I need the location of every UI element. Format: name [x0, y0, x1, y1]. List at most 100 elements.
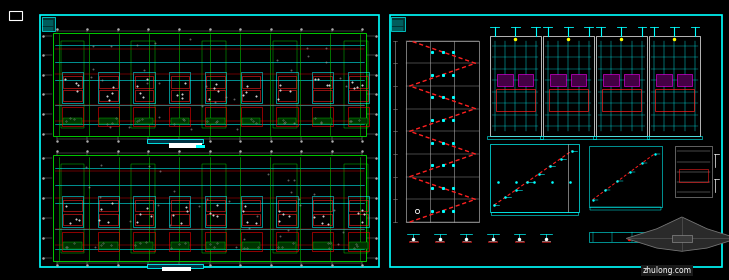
Bar	[206, 90, 225, 101]
Bar	[656, 74, 672, 86]
Bar	[348, 72, 369, 103]
Bar	[61, 164, 84, 253]
Bar	[276, 232, 297, 251]
Bar	[596, 36, 647, 136]
Bar	[135, 90, 153, 101]
Bar	[205, 196, 226, 227]
Bar	[487, 136, 543, 139]
Bar	[62, 72, 83, 103]
Bar	[655, 89, 694, 111]
Bar	[162, 267, 191, 271]
Bar	[278, 118, 296, 124]
Bar	[409, 241, 418, 242]
Bar	[205, 232, 226, 251]
Bar	[205, 72, 226, 103]
Bar	[171, 76, 189, 88]
Bar	[99, 242, 117, 249]
Bar	[590, 207, 660, 210]
Bar	[571, 74, 586, 86]
Bar	[196, 145, 205, 148]
Bar	[549, 89, 588, 111]
Bar	[273, 41, 297, 128]
Bar	[62, 232, 83, 251]
Bar	[649, 36, 700, 136]
Bar	[462, 241, 471, 242]
Bar	[133, 232, 155, 251]
Bar	[540, 136, 596, 139]
Bar	[242, 200, 260, 211]
Bar	[542, 36, 594, 136]
Bar	[515, 241, 523, 242]
Bar	[488, 241, 497, 242]
Bar	[348, 196, 369, 227]
Bar	[647, 136, 702, 139]
Bar	[205, 108, 226, 126]
Bar	[435, 241, 444, 242]
Bar	[349, 214, 367, 225]
Bar	[313, 90, 332, 101]
Bar	[276, 108, 297, 126]
Bar	[602, 89, 641, 111]
Bar	[348, 108, 369, 126]
Bar	[312, 72, 333, 103]
Bar	[242, 242, 260, 249]
Bar	[242, 90, 260, 101]
Bar	[133, 72, 155, 103]
Bar	[624, 74, 639, 86]
Bar	[276, 72, 297, 103]
Bar	[313, 76, 332, 88]
Bar	[98, 196, 119, 227]
Bar	[241, 108, 262, 126]
Polygon shape	[626, 217, 729, 251]
Bar	[40, 15, 379, 267]
Bar	[206, 214, 225, 225]
Bar	[135, 200, 153, 211]
Bar	[169, 196, 190, 227]
Bar	[349, 90, 367, 101]
Bar	[206, 118, 225, 124]
Bar	[206, 76, 225, 88]
Bar	[550, 74, 566, 86]
Bar	[99, 200, 117, 211]
Bar	[490, 144, 579, 212]
Bar	[278, 76, 296, 88]
Bar	[349, 242, 367, 249]
Bar	[171, 90, 189, 101]
Bar	[206, 200, 225, 211]
Bar	[593, 136, 650, 139]
Bar	[344, 41, 367, 128]
Bar	[313, 200, 332, 211]
Bar	[169, 143, 202, 148]
Bar	[206, 242, 225, 249]
Bar	[313, 118, 332, 124]
Bar	[202, 41, 226, 128]
Bar	[241, 72, 262, 103]
Bar	[98, 108, 119, 126]
Bar	[147, 139, 203, 143]
Bar	[42, 17, 55, 31]
Bar	[171, 242, 189, 249]
Bar	[677, 74, 693, 86]
Bar	[99, 214, 117, 225]
Bar	[604, 74, 619, 86]
Bar	[313, 214, 332, 225]
Bar	[9, 11, 22, 20]
Bar	[169, 72, 190, 103]
Bar	[241, 196, 262, 227]
Bar	[131, 164, 155, 253]
Bar	[312, 196, 333, 227]
Bar	[675, 146, 712, 197]
Text: zhulong.com: zhulong.com	[642, 266, 692, 275]
Bar	[147, 264, 203, 268]
Bar	[276, 196, 297, 227]
Bar	[135, 214, 153, 225]
Bar	[61, 41, 84, 128]
Bar	[63, 76, 82, 88]
Bar	[63, 214, 82, 225]
Bar	[349, 76, 367, 88]
Bar	[135, 76, 153, 88]
Bar	[589, 146, 662, 207]
Bar	[278, 214, 296, 225]
Bar	[171, 118, 189, 124]
Bar	[63, 200, 82, 211]
